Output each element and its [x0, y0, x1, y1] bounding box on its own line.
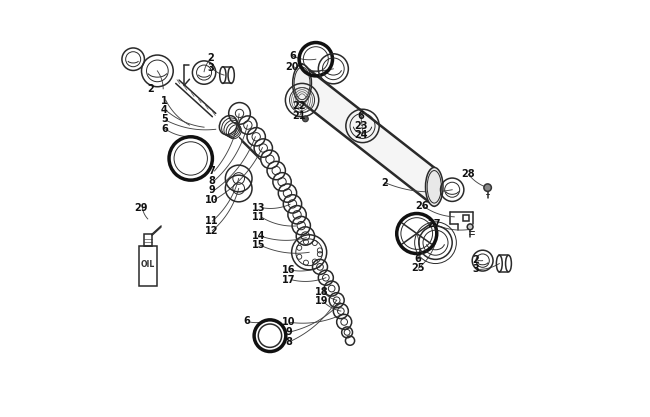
Text: 2: 2	[207, 53, 214, 63]
Text: 2: 2	[381, 178, 387, 188]
Text: 8: 8	[286, 337, 292, 347]
Text: 29: 29	[134, 203, 148, 213]
Text: 26: 26	[415, 201, 428, 211]
Text: 3: 3	[473, 264, 479, 274]
Text: 6: 6	[358, 111, 364, 121]
Text: 15: 15	[252, 240, 266, 250]
Ellipse shape	[292, 64, 311, 103]
Text: 9: 9	[208, 185, 215, 195]
Text: 6: 6	[414, 254, 421, 264]
Text: 23: 23	[354, 121, 368, 131]
Text: 14: 14	[252, 231, 266, 241]
Text: 11: 11	[252, 212, 266, 222]
Text: 21: 21	[292, 111, 306, 121]
Text: 20: 20	[286, 62, 299, 72]
Bar	[138, 246, 157, 286]
Text: 18: 18	[315, 287, 328, 297]
Text: 6: 6	[243, 316, 250, 326]
Text: 9: 9	[286, 327, 292, 337]
Polygon shape	[302, 64, 434, 206]
Text: 12: 12	[205, 226, 218, 236]
Ellipse shape	[426, 167, 443, 206]
Text: 7: 7	[208, 166, 215, 176]
Text: 19: 19	[315, 296, 328, 306]
Text: 5: 5	[161, 114, 168, 124]
Text: 25: 25	[411, 263, 424, 273]
Text: 6: 6	[161, 124, 168, 134]
Bar	[463, 215, 469, 221]
Text: 22: 22	[292, 101, 306, 111]
Text: 10: 10	[282, 317, 296, 327]
Text: 27: 27	[428, 219, 441, 229]
Text: 24: 24	[354, 130, 368, 140]
Text: 8: 8	[208, 176, 215, 186]
Text: 10: 10	[205, 195, 218, 205]
Text: 2: 2	[473, 255, 479, 265]
Text: 2: 2	[148, 84, 155, 94]
Circle shape	[484, 184, 491, 191]
Circle shape	[467, 224, 473, 230]
Text: 16: 16	[282, 265, 296, 275]
Circle shape	[302, 116, 308, 122]
Text: 4: 4	[161, 105, 168, 115]
Text: OIL: OIL	[140, 260, 155, 269]
Text: 1: 1	[161, 96, 168, 106]
Text: 6: 6	[289, 51, 296, 61]
Text: 17: 17	[282, 275, 296, 285]
Bar	[144, 234, 152, 246]
Text: 28: 28	[461, 169, 474, 179]
Text: 3: 3	[207, 63, 214, 73]
Text: 11: 11	[205, 216, 218, 226]
Text: 13: 13	[252, 203, 266, 213]
